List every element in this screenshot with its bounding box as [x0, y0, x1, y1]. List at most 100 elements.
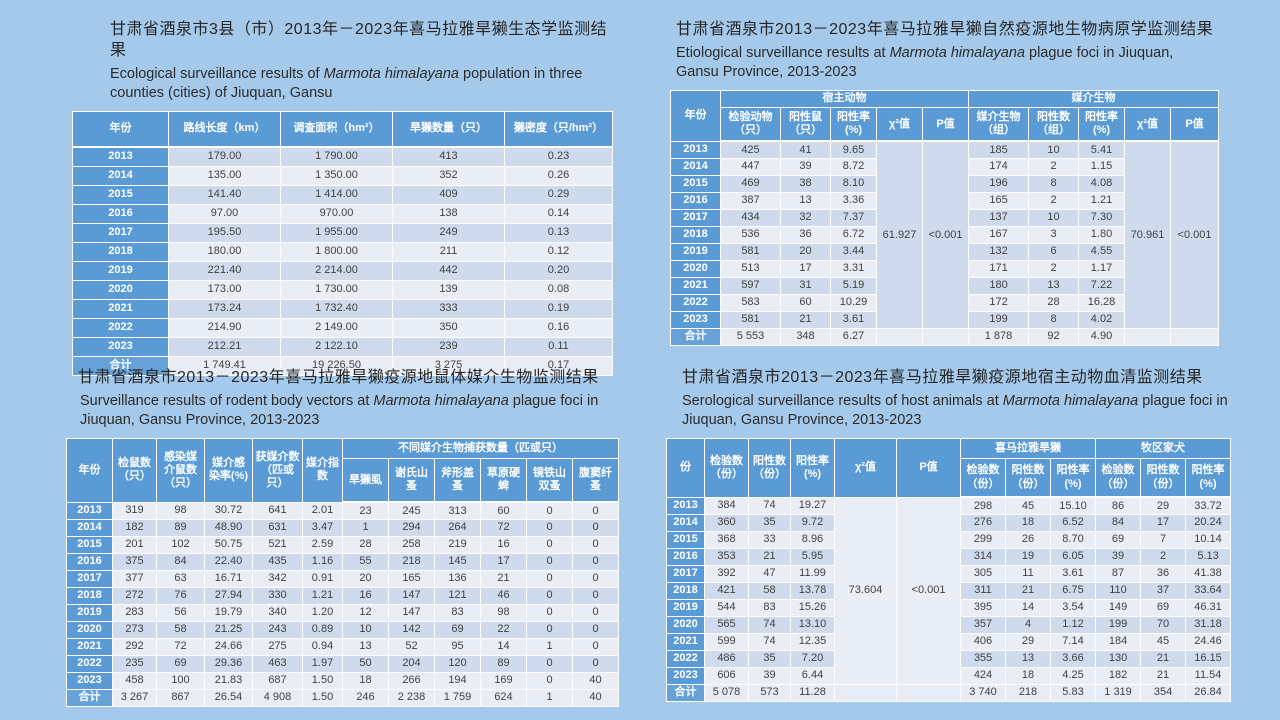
- cell: 15.10: [1049, 496, 1097, 515]
- cell: 348: [780, 327, 831, 346]
- cell: <0.001: [896, 496, 961, 685]
- cell: 16.71: [204, 569, 253, 588]
- column-header: 阳性率(%): [1049, 457, 1097, 499]
- row-header-total: 合计: [670, 327, 721, 346]
- column-header: 获媒介数（匹或只）: [252, 437, 303, 503]
- row-header-year: 2023: [666, 666, 705, 685]
- cell: 0.29: [504, 184, 613, 205]
- cell: 406: [960, 632, 1006, 651]
- cell: 298: [960, 496, 1006, 515]
- table-row: 2016 353 21 5.95 314 19 6.05 39 2 5.13: [666, 547, 1232, 566]
- row-header-year: 2018: [66, 586, 113, 605]
- cell: 0.91: [302, 569, 343, 588]
- cell: 29: [1005, 632, 1051, 651]
- cell: 0: [526, 535, 573, 554]
- cell: 97.00: [168, 203, 281, 224]
- cell: 355: [960, 649, 1006, 668]
- cell: 47: [748, 564, 791, 583]
- panel-title-en: Serological surveillance results of host…: [682, 392, 1230, 431]
- cell: 0.14: [504, 203, 613, 224]
- cell: 52: [388, 637, 435, 656]
- table-row: 2022 235 69 29.36 463 1.97 50 204 120 89 0 0: [66, 654, 620, 673]
- row-header-year: 2022: [66, 654, 113, 673]
- cell: 2: [1140, 547, 1187, 566]
- cell: 16.28: [1078, 293, 1126, 312]
- column-header: P值: [1170, 106, 1220, 143]
- cell: 102: [156, 535, 205, 554]
- row-header-year: 2015: [66, 535, 113, 554]
- row-header-year: 2014: [66, 518, 113, 537]
- total-row: 合计 3 267 867 26.54 4 908 1.50 246 2 238 1 759 624…: [66, 688, 620, 707]
- cell: 299: [960, 530, 1006, 549]
- cell: 39: [1095, 547, 1142, 566]
- panel-ecology: 甘肃省酒泉市3县（市）2013年－2023年喜马拉雅旱獭生态学监测结果 Ecol…: [72, 20, 613, 376]
- cell: 8.10: [830, 174, 877, 193]
- column-header: 检验动物（只）: [720, 106, 781, 143]
- column-header: 阳性数（份）: [1005, 457, 1051, 499]
- cell: 28: [1028, 293, 1080, 312]
- cell: 687: [252, 671, 303, 690]
- row-header-year: 2023: [670, 310, 721, 329]
- cell: 21: [780, 310, 831, 329]
- title-en-segment: Serological surveillance results of host…: [682, 392, 1003, 409]
- column-header: P值: [896, 437, 961, 498]
- total-row: 合计 1 749.41 19 226.50 3 275 0.17: [72, 355, 613, 376]
- cell: 30.72: [204, 501, 253, 520]
- table-row: 2020 273 58 21.25 243 0.89 10 142 69 22 0 0: [66, 620, 620, 639]
- cell: 1.21: [302, 586, 343, 605]
- row-header-year: 2017: [66, 569, 113, 588]
- cell: 58: [156, 620, 205, 639]
- cell: 89: [156, 518, 205, 537]
- row-header-year: 2019: [666, 598, 705, 617]
- cell: 0: [571, 535, 620, 554]
- cell: 72: [480, 518, 527, 537]
- row-header-year: 2018: [670, 225, 721, 244]
- cell: 6.27: [830, 327, 877, 346]
- cell: 0.16: [504, 317, 613, 338]
- cell: 6: [1028, 242, 1080, 261]
- cell: 136: [434, 569, 481, 588]
- cell: 167: [968, 225, 1030, 244]
- cell: 0: [526, 603, 573, 622]
- cell: 340: [252, 603, 303, 622]
- cell: 23: [342, 501, 389, 520]
- row-header-year: 2021: [66, 637, 113, 656]
- cell: 3.47: [302, 518, 343, 537]
- column-header: χ²值: [1124, 106, 1172, 143]
- table-row: 2022 486 35 7.20 355 13 3.66 130 21 16.15: [666, 649, 1232, 668]
- cell: 98: [480, 603, 527, 622]
- column-header: 年份: [670, 89, 721, 142]
- cell: 11.54: [1185, 666, 1232, 685]
- cell: 149: [1095, 598, 1142, 617]
- column-header: 阳性率(%): [1185, 457, 1232, 499]
- cell: 245: [388, 501, 435, 520]
- row-header-year: 2021: [670, 276, 721, 295]
- cell: 31: [780, 276, 831, 295]
- cell: 1 749.41: [168, 355, 281, 376]
- cell: 0: [526, 671, 573, 690]
- cell: 409: [392, 184, 505, 205]
- cell: 4: [1005, 615, 1051, 634]
- row-header-year: 2022: [670, 293, 721, 312]
- row-header-year: 2014: [72, 165, 169, 186]
- cell: [1124, 327, 1172, 346]
- row-header-year: 2014: [666, 513, 705, 532]
- column-header: χ²值: [834, 437, 897, 498]
- cell: 273: [112, 620, 157, 639]
- cell: 486: [704, 649, 749, 668]
- cell: 3.31: [830, 259, 877, 278]
- table-row: 2021 292 72 24.66 275 0.94 13 52 95 14 1 0: [66, 637, 620, 656]
- cell: 6.05: [1049, 547, 1097, 566]
- cell: 0: [526, 586, 573, 605]
- cell: 0: [571, 569, 620, 588]
- cell: 0: [526, 569, 573, 588]
- cell: 4 908: [252, 688, 303, 707]
- cell: 182: [1095, 666, 1142, 685]
- cell: 243: [252, 620, 303, 639]
- cell: 264: [434, 518, 481, 537]
- cell: 32: [780, 208, 831, 227]
- cell: 37: [1140, 581, 1187, 600]
- cell: 0: [571, 501, 620, 520]
- cell: 33.64: [1185, 581, 1232, 600]
